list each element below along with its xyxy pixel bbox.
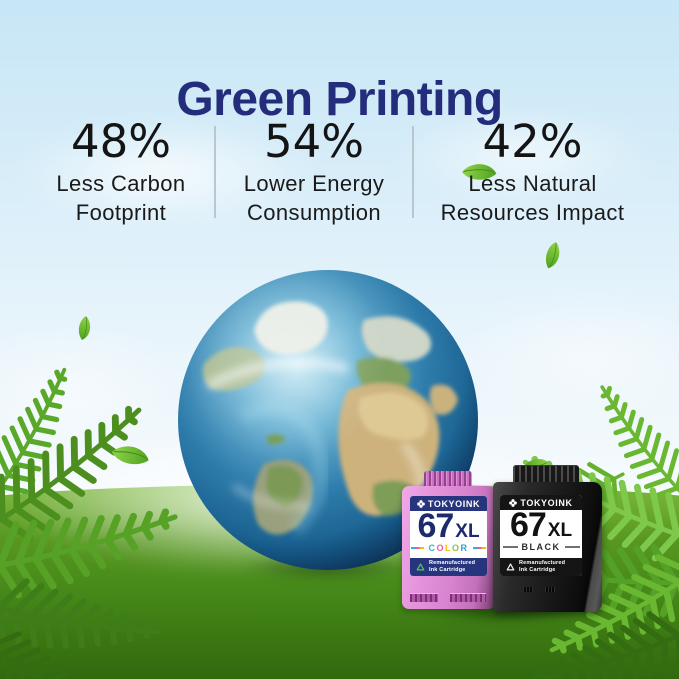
stat-label-line: Footprint	[75, 199, 167, 225]
stat-label-line: Less Natural	[468, 171, 597, 197]
remanufactured-badge: Remanufactured Ink Cartridge	[500, 558, 582, 576]
recycle-icon	[506, 562, 515, 570]
cartridge-clip-teeth	[513, 465, 579, 485]
badge-line: Remanufactured	[519, 560, 566, 567]
stat-value: 42%	[482, 115, 583, 168]
page-title: Green Printing	[176, 73, 503, 127]
stat-divider	[214, 126, 216, 218]
brand-name: TOKYOINK	[427, 498, 481, 509]
eco-stats-row: 48% Less Carbon Footprint 54% Lower Ener…	[28, 118, 651, 227]
stat-label-line: Less Carbon	[56, 171, 186, 197]
stat-value: 54%	[263, 115, 365, 168]
variant-dash	[502, 546, 518, 549]
variant-dash	[472, 547, 486, 550]
stat-resources: 42% Less Natural Resources Impact	[414, 118, 651, 227]
cartridge-clip-teeth	[424, 471, 472, 488]
model-number: 67 XL	[509, 506, 573, 544]
brand-name: TOKYOINK	[520, 497, 573, 508]
cartridge-vent	[523, 587, 533, 592]
badge-line: Remanufactured	[429, 560, 476, 567]
variant-dash	[411, 547, 425, 550]
stat-divider	[412, 126, 414, 218]
brand-band: TOKYOINK	[500, 495, 582, 510]
cloud	[14, 118, 314, 228]
brand-band: TOKYOINK	[410, 496, 487, 511]
cartridge-vent	[545, 587, 555, 592]
variant-dash	[564, 546, 580, 549]
cloud	[398, 108, 648, 203]
stat-label-line: Consumption	[246, 199, 382, 225]
tokyoink-logo-icon	[417, 499, 425, 508]
stat-value: 48%	[70, 115, 172, 168]
stat-carbon: 48% Less Carbon Footprint	[28, 118, 214, 227]
cartridge-bottom-teeth	[450, 593, 486, 602]
remanufactured-badge: Remanufactured Ink Cartridge	[410, 558, 487, 576]
badge-line: Ink Cartridge	[519, 567, 556, 573]
stat-energy: 54% Lower Energy Consumption	[216, 118, 412, 227]
stat-label-line: Lower Energy	[243, 171, 385, 197]
recycle-icon	[416, 562, 425, 570]
model-number: 67 XL	[417, 507, 480, 545]
stat-label-line: Resources Impact	[440, 199, 625, 225]
cartridge-bottom-teeth	[410, 593, 438, 602]
badge-line: Ink Cartridge	[429, 567, 466, 573]
tokyoink-logo-icon	[509, 498, 518, 507]
